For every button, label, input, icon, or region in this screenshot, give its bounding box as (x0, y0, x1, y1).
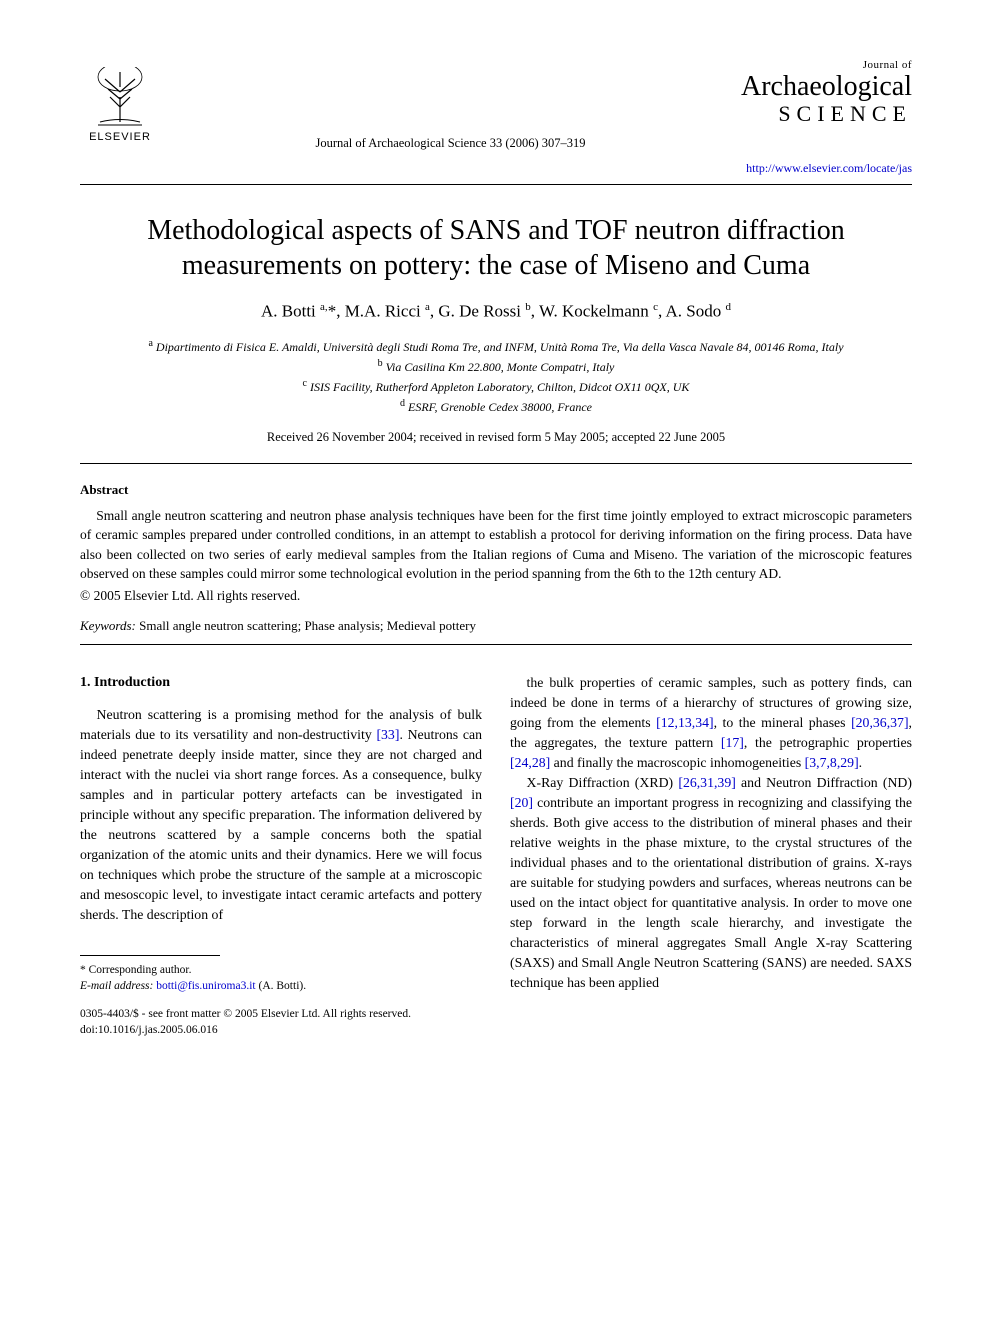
elsevier-tree-icon (90, 67, 150, 127)
body-columns: 1. Introduction Neutron scattering is a … (80, 673, 912, 994)
column-left: 1. Introduction Neutron scattering is a … (80, 673, 482, 994)
footnote-marker: * Corresponding author. (80, 962, 482, 978)
keywords-rule (80, 644, 912, 645)
affiliations: a Dipartimento di Fisica E. Amaldi, Univ… (80, 336, 912, 416)
publisher-name: ELSEVIER (89, 131, 151, 143)
abstract-top-rule (80, 463, 912, 464)
page-footer: 0305-4403/$ - see front matter © 2005 El… (80, 1006, 912, 1038)
journal-logo: Journal of Archaeological SCIENCE (741, 60, 912, 125)
body-paragraph: the bulk properties of ceramic samples, … (510, 673, 912, 773)
footer-line-2: doi:10.1016/j.jas.2005.06.016 (80, 1022, 912, 1038)
section-heading: 1. Introduction (80, 673, 482, 693)
keywords: Keywords: Small angle neutron scattering… (80, 618, 912, 634)
footnote-email-label: E-mail address: (80, 980, 153, 992)
journal-reference: Journal of Archaeological Science 33 (20… (160, 136, 741, 151)
abstract-copyright: © 2005 Elsevier Ltd. All rights reserved… (80, 588, 912, 604)
article-title: Methodological aspects of SANS and TOF n… (80, 213, 912, 283)
body-paragraph: Neutron scattering is a promising method… (80, 705, 482, 925)
journal-small-line: Journal of (741, 60, 912, 71)
journal-big-line: Archaeological (741, 73, 912, 101)
keywords-text: Small angle neutron scattering; Phase an… (136, 618, 476, 633)
header-rule (80, 184, 912, 185)
submission-dates: Received 26 November 2004; received in r… (80, 430, 912, 445)
column-right: the bulk properties of ceramic samples, … (510, 673, 912, 994)
abstract-text: Small angle neutron scattering and neutr… (80, 506, 912, 584)
footnote-email-author: (A. Botti). (259, 980, 307, 992)
keywords-label: Keywords: (80, 618, 136, 633)
footnote-rule (80, 955, 220, 956)
authors: A. Botti a,*, M.A. Ricci a, G. De Rossi … (80, 301, 912, 322)
footnote-email[interactable]: botti@fis.uniroma3.it (156, 980, 255, 992)
footer-line-1: 0305-4403/$ - see front matter © 2005 El… (80, 1006, 912, 1022)
corresponding-author-footnote: * Corresponding author. E-mail address: … (80, 962, 482, 994)
body-paragraph: X-Ray Diffraction (XRD) [26,31,39] and N… (510, 773, 912, 993)
journal-caps-line: SCIENCE (741, 103, 912, 125)
header-row: ELSEVIER Journal of Archaeological Scien… (80, 60, 912, 153)
journal-url[interactable]: http://www.elsevier.com/locate/jas (80, 161, 912, 176)
page: ELSEVIER Journal of Archaeological Scien… (0, 0, 992, 1089)
abstract-label: Abstract (80, 482, 912, 498)
publisher-logo: ELSEVIER (80, 60, 160, 150)
